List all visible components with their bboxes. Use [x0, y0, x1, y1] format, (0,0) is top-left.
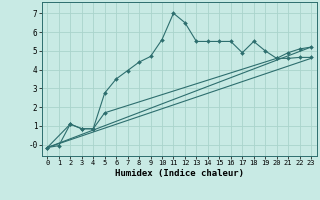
X-axis label: Humidex (Indice chaleur): Humidex (Indice chaleur)	[115, 169, 244, 178]
